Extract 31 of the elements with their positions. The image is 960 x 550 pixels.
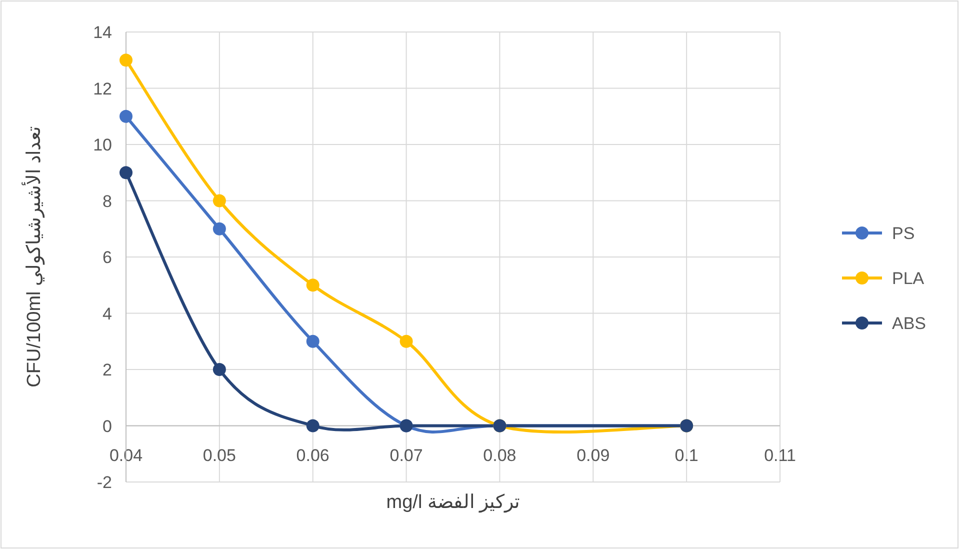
x-tick-label: 0.06 bbox=[296, 446, 330, 465]
point bbox=[120, 110, 132, 123]
y-axis-title: تعداد الأشيرشياكولي CFU/100ml bbox=[21, 126, 45, 388]
point bbox=[212, 222, 226, 236]
legend-label: PLA bbox=[892, 269, 925, 288]
point bbox=[306, 419, 320, 432]
x-tick-label: 0.08 bbox=[483, 446, 516, 465]
point bbox=[400, 334, 413, 348]
y-tick-label: 14 bbox=[93, 23, 112, 42]
x-tick-label: 0.11 bbox=[764, 446, 796, 465]
y-tick-label: 0 bbox=[102, 416, 112, 436]
point bbox=[120, 54, 132, 67]
y-tick-label: 4 bbox=[102, 304, 112, 324]
legend-label: ABS bbox=[892, 314, 926, 333]
legend-label: PS bbox=[892, 224, 915, 243]
x-tick-label: 0.05 bbox=[202, 446, 236, 465]
y-tick-label: 10 bbox=[93, 136, 112, 154]
x-tick-label: 0.09 bbox=[576, 446, 610, 465]
point bbox=[306, 334, 320, 348]
x-axis-title: تركيز الفضة mg/l bbox=[386, 492, 520, 513]
x-tick-label: 0.07 bbox=[390, 446, 423, 465]
point bbox=[212, 363, 226, 376]
x-tick-label: 0.1 bbox=[674, 446, 698, 465]
point bbox=[120, 166, 132, 180]
y-tick-label: 12 bbox=[93, 79, 112, 98]
y-tick-label: 2 bbox=[102, 360, 112, 380]
point bbox=[212, 194, 226, 208]
y-tick-label: 8 bbox=[102, 192, 112, 211]
point bbox=[306, 278, 320, 292]
y-tick-label: -2 bbox=[96, 473, 112, 492]
y-tick-label: 6 bbox=[102, 248, 112, 267]
